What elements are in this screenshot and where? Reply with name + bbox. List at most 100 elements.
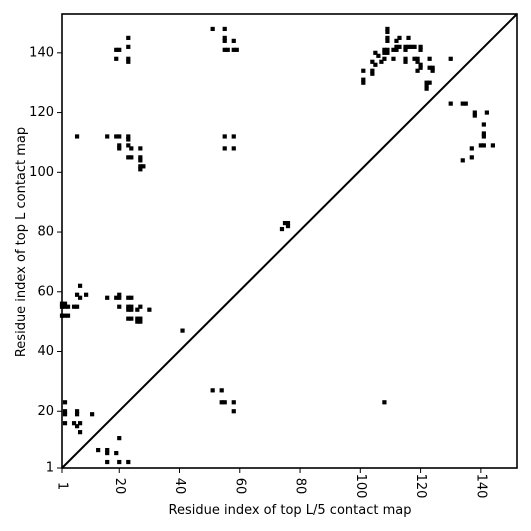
contact-point (71, 304, 77, 309)
contact-point (62, 421, 68, 426)
contact-point (460, 101, 465, 106)
contact-point (126, 459, 131, 465)
contact-point (382, 400, 387, 405)
contact-point (129, 295, 134, 300)
contact-point (394, 38, 399, 43)
contact-point (138, 155, 143, 160)
contact-point (481, 131, 486, 136)
contact-point (126, 56, 131, 61)
contact-point (77, 295, 83, 300)
contact-point (481, 134, 486, 139)
contact-point (138, 304, 143, 309)
contact-point (382, 47, 387, 52)
contact-point (370, 68, 375, 73)
contact-point (138, 164, 143, 169)
contact-point (379, 59, 384, 64)
contact-point (114, 56, 119, 61)
contact-point (282, 220, 288, 226)
contact-point (117, 143, 122, 148)
contact-point (62, 313, 68, 318)
contact-point (114, 134, 119, 139)
contact-point (62, 412, 68, 417)
contact-point (77, 430, 83, 435)
contact-point (219, 388, 224, 393)
y-tick-label: 80 (37, 225, 54, 240)
contact-point (412, 56, 417, 61)
contact-point (222, 146, 227, 151)
contact-point (117, 459, 122, 465)
contact-point (62, 400, 68, 405)
contact-point (129, 146, 134, 151)
contact-point (415, 59, 420, 64)
contact-point (126, 44, 131, 49)
contact-point (222, 35, 227, 40)
contact-point (391, 56, 396, 61)
contact-point (77, 283, 83, 288)
y-tick-label: 100 (29, 165, 54, 180)
x-tick-label: 100 (353, 474, 368, 499)
contact-point (147, 307, 152, 312)
contact-point (222, 26, 227, 32)
contact-point (469, 146, 474, 151)
contact-point (126, 316, 131, 321)
contact-point (382, 56, 387, 61)
contact-point (231, 38, 236, 43)
y-tick-label: 140 (29, 45, 54, 60)
contact-point (126, 137, 131, 142)
contact-point (279, 226, 285, 232)
contact-point (74, 424, 80, 429)
contact-point (448, 101, 453, 106)
contact-point (135, 307, 140, 312)
y-axis-title: Residue index of top L contact map (14, 127, 29, 357)
contact-point (117, 304, 122, 309)
contact-point (385, 38, 390, 43)
contact-point (472, 113, 477, 118)
contact-point (141, 164, 146, 169)
contact-point (231, 134, 236, 139)
y-tick-label: 20 (37, 404, 54, 419)
contact-point (409, 44, 414, 49)
contact-point (361, 68, 366, 73)
contact-point (225, 47, 230, 52)
contact-point (385, 47, 390, 52)
contact-point (77, 421, 83, 426)
x-tick-label: 80 (293, 478, 308, 495)
contact-point (427, 65, 432, 70)
contact-point (391, 47, 396, 52)
contact-point (478, 143, 483, 148)
contact-point (219, 400, 224, 405)
contact-point (406, 44, 411, 49)
contact-point (222, 38, 227, 43)
plot-frame (61, 13, 518, 469)
contact-point (126, 307, 131, 312)
contact-point (105, 459, 110, 465)
contact-point (135, 316, 140, 321)
contact-point (65, 313, 71, 318)
contact-point (126, 295, 131, 300)
y-tick-label: 40 (37, 344, 54, 359)
contact-point (394, 47, 399, 52)
contact-point (430, 68, 435, 73)
contact-point (285, 223, 291, 229)
contact-point (74, 409, 80, 414)
contact-point (117, 47, 122, 52)
contact-point (129, 304, 134, 309)
contact-point (418, 65, 423, 70)
contact-point (403, 44, 408, 49)
contact-point (418, 44, 423, 49)
contact-point (427, 56, 432, 61)
contact-point (117, 134, 122, 139)
contact-point (126, 35, 131, 40)
contact-point (129, 307, 134, 312)
x-tick-label: 120 (413, 474, 428, 499)
contact-point (415, 68, 420, 73)
x-tick-label: 20 (112, 478, 127, 495)
x-tick-label: 60 (232, 478, 247, 495)
contact-point (373, 62, 378, 67)
contact-point (138, 167, 143, 172)
contact-point (105, 450, 110, 456)
contact-point (376, 53, 381, 58)
contact-point (469, 155, 474, 160)
